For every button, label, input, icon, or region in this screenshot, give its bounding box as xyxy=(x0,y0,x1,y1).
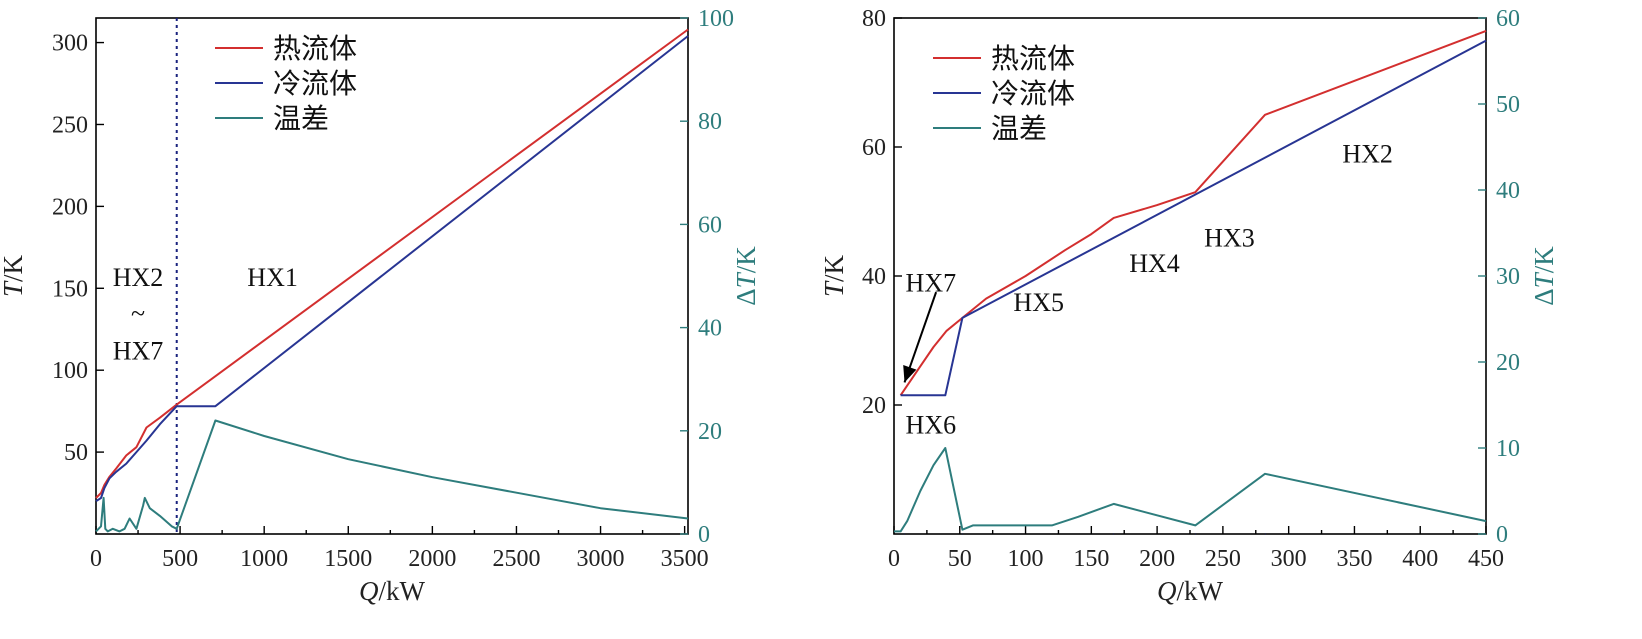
legend-label-diff: 温差 xyxy=(991,113,1047,145)
legend-label-cold: 冷流体 xyxy=(273,68,357,100)
y-right-tick-label: 40 xyxy=(698,316,722,342)
y-right-tick-label: 40 xyxy=(1496,178,1520,204)
x-axis-title: Q/kW xyxy=(359,576,426,606)
series-line-cold xyxy=(900,39,1487,397)
region-label: HX4 xyxy=(1129,249,1180,278)
region-label: ~ xyxy=(131,299,145,328)
x-tick-label: 500 xyxy=(162,546,198,572)
x-tick-label: 300 xyxy=(1271,546,1307,572)
y-tick-label: 250 xyxy=(52,112,88,138)
region-label: HX6 xyxy=(906,410,957,439)
x-tick-label: 3500 xyxy=(661,546,709,572)
y-tick-label: 200 xyxy=(52,194,88,220)
series-line-diff xyxy=(894,447,1487,533)
series-line-hot xyxy=(95,28,689,499)
y-tick-label: 100 xyxy=(52,358,88,384)
plot-frame xyxy=(893,17,1487,535)
y-right-tick-label: 50 xyxy=(1496,92,1520,118)
y-tick-label: 80 xyxy=(862,6,886,32)
x-tick-label: 3000 xyxy=(577,546,625,572)
x-tick-label: 400 xyxy=(1402,546,1438,572)
region-label: HX7 xyxy=(906,268,957,297)
x-tick-label: 0 xyxy=(90,546,102,572)
y-right-tick-label: 30 xyxy=(1496,264,1520,290)
region-label: HX2 xyxy=(113,263,164,292)
y-right-tick-label: 60 xyxy=(1496,6,1520,32)
x-tick-label: 1500 xyxy=(324,546,372,572)
y-right-tick-label: 0 xyxy=(698,522,710,548)
y-tick-label: 40 xyxy=(862,264,886,290)
y-right-tick-label: 100 xyxy=(698,6,734,32)
x-axis-title: Q/kW xyxy=(1157,576,1224,606)
y-right-tick-label: 0 xyxy=(1496,522,1508,548)
region-label: HX2 xyxy=(1342,139,1393,168)
x-tick-label: 350 xyxy=(1336,546,1372,572)
x-tick-label: 2500 xyxy=(492,546,540,572)
region-label: HX3 xyxy=(1204,223,1255,252)
y-tick-label: 50 xyxy=(64,440,88,466)
x-tick-label: 250 xyxy=(1205,546,1241,572)
series-line-hot xyxy=(899,29,1487,396)
y-tick-label: 150 xyxy=(52,276,88,302)
plot-frame xyxy=(95,17,689,535)
y-right-tick-label: 20 xyxy=(1496,350,1520,376)
region-label: HX5 xyxy=(1013,288,1064,317)
legend-label-diff: 温差 xyxy=(273,103,329,135)
series-line-cold xyxy=(95,35,689,503)
region-label: HX1 xyxy=(247,263,298,292)
x-tick-label: 150 xyxy=(1073,546,1109,572)
x-tick-label: 200 xyxy=(1139,546,1175,572)
x-tick-label: 0 xyxy=(888,546,900,572)
arrow-head xyxy=(903,365,917,383)
right-chart-panel: 0 50 100 150 200 250 300 350 400 450 20 40 60 80 0 10 20… xyxy=(819,6,1559,606)
y-tick-label: 20 xyxy=(862,393,886,419)
y-right-axis-title: ΔT/K xyxy=(731,246,761,306)
legend-label-cold: 冷流体 xyxy=(991,78,1075,110)
x-tick-label: 450 xyxy=(1468,546,1504,572)
y-right-tick-label: 20 xyxy=(698,419,722,445)
y-tick-label: 300 xyxy=(52,31,88,57)
left-chart-panel: 0 500 1000 1500 2000 2500 3000 3500501001502002… xyxy=(0,6,761,606)
y-right-axis-title: ΔT/K xyxy=(1529,246,1559,306)
y-axis-title: T/K xyxy=(0,254,28,297)
x-tick-label: 1000 xyxy=(240,546,288,572)
region-label: HX7 xyxy=(113,337,164,366)
x-tick-label: 2000 xyxy=(408,546,456,572)
legend-label-hot: 热流体 xyxy=(991,43,1075,75)
y-right-tick-label: 60 xyxy=(698,212,722,238)
legend-label-hot: 热流体 xyxy=(273,33,357,65)
y-tick-label: 60 xyxy=(862,135,886,161)
series-line-diff xyxy=(95,419,689,533)
x-tick-label: 50 xyxy=(948,546,972,572)
x-tick-label: 100 xyxy=(1008,546,1044,572)
y-right-tick-label: 10 xyxy=(1496,436,1520,462)
y-right-tick-label: 80 xyxy=(698,109,722,135)
y-axis-title: T/K xyxy=(819,254,849,297)
